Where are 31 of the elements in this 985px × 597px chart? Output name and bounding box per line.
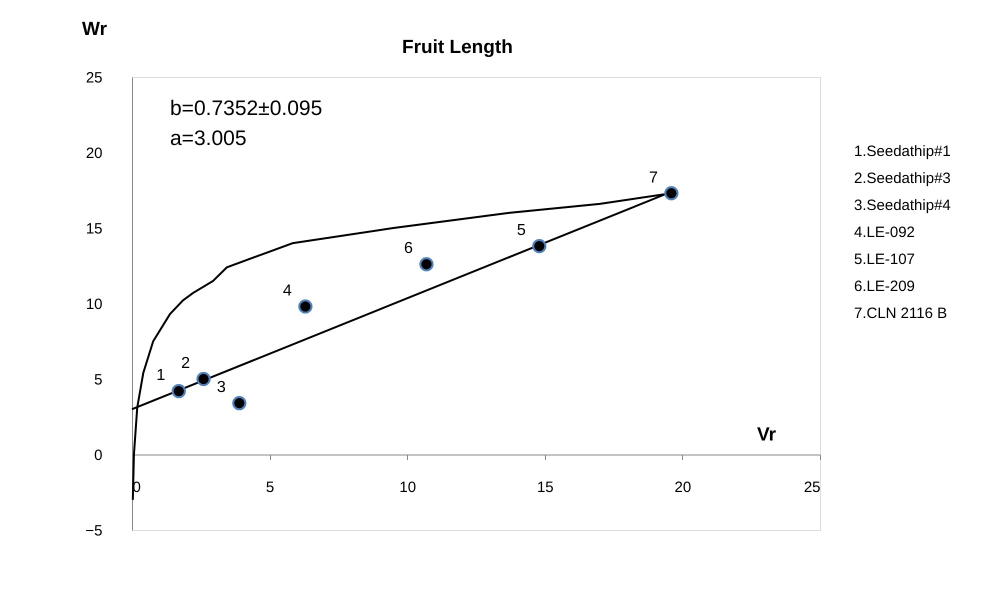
x-tick-label: 10 <box>399 479 416 496</box>
annotation: 2 <box>181 355 190 372</box>
x-tick-label: 5 <box>266 479 274 496</box>
y-tick-label: 10 <box>86 296 102 313</box>
text: 7.CLN 2116 B <box>854 305 948 322</box>
annotation: 1 <box>156 367 166 384</box>
chart-title: Fruit Length <box>402 37 513 58</box>
y-tick-label: 5 <box>94 372 102 388</box>
annotation: b=0.7352±0.095 <box>170 97 322 120</box>
y-tick-label: 20 <box>86 145 102 162</box>
y-tick-label: −5 <box>85 522 102 540</box>
x-tick-label: 15 <box>536 479 554 496</box>
text: 6.LE-209 <box>854 278 915 295</box>
annotation: a=3.005 <box>170 127 246 150</box>
text: 5.LE-107 <box>854 251 915 268</box>
annotation: 3 <box>216 379 226 396</box>
annotation: 5 <box>516 222 526 240</box>
y-tick-label: 15 <box>86 220 102 238</box>
text: 4.LE-092 <box>854 224 915 241</box>
text: 3.Seedathip#4 <box>854 197 951 214</box>
annotation: 4 <box>282 282 292 300</box>
annotation: 6 <box>404 240 414 258</box>
text: 1.Seedathip#1 <box>854 143 951 160</box>
y-axis-title: Wr <box>82 19 108 40</box>
y-tick-label: 0 <box>94 447 102 464</box>
x-tick-label: 20 <box>674 479 692 496</box>
x-tick-label: 25 <box>804 479 820 496</box>
annotation: 7 <box>648 169 658 186</box>
y-tick-label: 25 <box>86 70 102 86</box>
text: 2.Seedathip#3 <box>854 170 951 187</box>
x-axis-title: Vr <box>757 424 777 446</box>
